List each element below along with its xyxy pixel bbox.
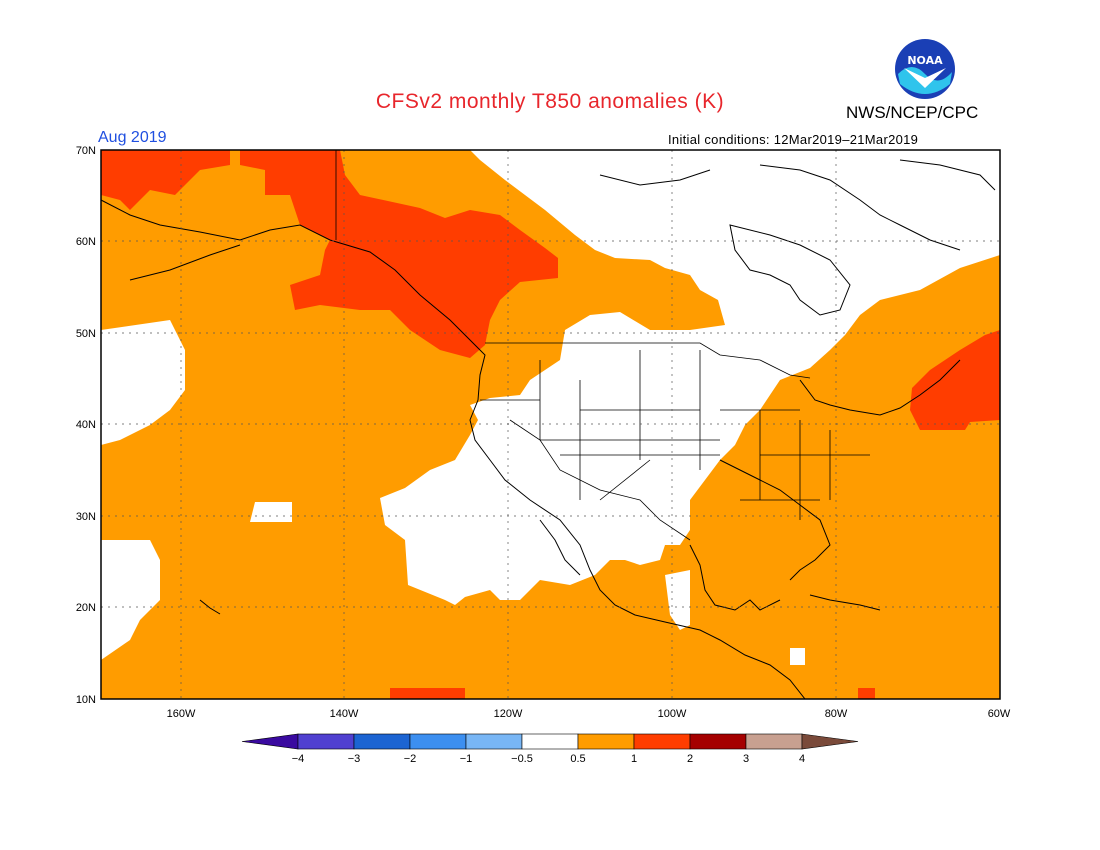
colorbar-tick-label: −0.5 <box>511 753 533 765</box>
colorbar-swatch <box>353 733 411 750</box>
map-title: CFSv2 monthly T850 anomalies (K) <box>375 90 725 113</box>
lat-tick-label: 60N <box>76 236 96 248</box>
colorbar-tick-label: 1 <box>631 753 637 765</box>
lat-tick-label: 20N <box>76 602 96 614</box>
lat-tick-label: 70N <box>76 145 96 157</box>
warm-subtropical-cell <box>390 688 465 699</box>
lat-tick-label: 50N <box>76 328 96 340</box>
anomaly-field <box>101 150 1000 699</box>
colorbar-tick-label: 3 <box>743 753 749 765</box>
colorbar-swatch <box>633 733 691 750</box>
near-zero-small-cell <box>250 502 292 522</box>
colorbar-swatch <box>297 733 355 750</box>
colorbar-tick-label: −2 <box>404 753 417 765</box>
anomaly-near-zero-regions <box>101 150 1000 665</box>
near-zero-florida-gulf-region <box>665 570 690 630</box>
colorbar-tick-label: 0.5 <box>570 753 585 765</box>
colorbar-tick-label: −1 <box>460 753 473 765</box>
coastlines <box>101 159 996 699</box>
colorbar-swatch <box>577 733 635 750</box>
graticule <box>101 150 1000 699</box>
longitude-labels: 160W 140W 120W 100W 80W 60W <box>167 708 1011 720</box>
lat-tick-label: 30N <box>76 511 96 523</box>
noaa-logo-text: NOAA <box>907 54 943 67</box>
near-zero-eastern-pacific-region <box>101 320 185 445</box>
colorbar-swatch <box>521 733 579 750</box>
colorbar-min-arrow <box>241 733 299 750</box>
colorbar-swatch <box>409 733 467 750</box>
map-frame <box>100 149 1001 700</box>
lon-tick-label: 100W <box>658 708 687 720</box>
colorbar-swatch <box>745 733 803 750</box>
colorbar-tick-label: −3 <box>348 753 361 765</box>
near-zero-arctic-region <box>380 150 1000 605</box>
near-zero-hawaii-region <box>101 540 160 660</box>
national-and-state-borders <box>335 150 870 541</box>
lon-tick-label: 120W <box>494 708 523 720</box>
noaa-logo: NOAA <box>895 39 955 99</box>
lat-tick-label: 10N <box>76 694 96 706</box>
anomaly-warm-regions <box>101 150 1000 699</box>
lon-tick-label: 80W <box>825 708 848 720</box>
warm-atlantic-canada-region <box>910 330 1000 430</box>
lon-tick-label: 140W <box>330 708 359 720</box>
latitude-labels: 10N 20N 30N 40N 50N 60N 70N <box>76 145 96 706</box>
forecast-month-label: Aug 2019 <box>98 129 167 146</box>
warm-canada-pacific-region <box>240 150 558 358</box>
colorbar-tick-label: 4 <box>799 753 805 765</box>
colorbar-max-arrow <box>801 733 859 750</box>
near-zero-central-america-cell <box>790 648 805 665</box>
colorbar-swatch <box>465 733 523 750</box>
lat-tick-label: 40N <box>76 419 96 431</box>
lon-tick-label: 60W <box>988 708 1011 720</box>
lon-tick-label: 160W <box>167 708 196 720</box>
colorbar-tick-label: −4 <box>292 753 305 765</box>
colorbar-swatch <box>689 733 747 750</box>
warm-bering-region <box>101 150 230 210</box>
colorbar: −4 −3 −2 −1 −0.5 0.5 1 2 3 4 <box>241 733 859 765</box>
initial-conditions-label: Initial conditions: 12Mar2019–21Mar2019 <box>668 132 919 147</box>
colorbar-tick-label: 2 <box>687 753 693 765</box>
agency-label: NWS/NCEP/CPC <box>846 103 979 122</box>
warm-caribbean-cell <box>858 688 875 699</box>
